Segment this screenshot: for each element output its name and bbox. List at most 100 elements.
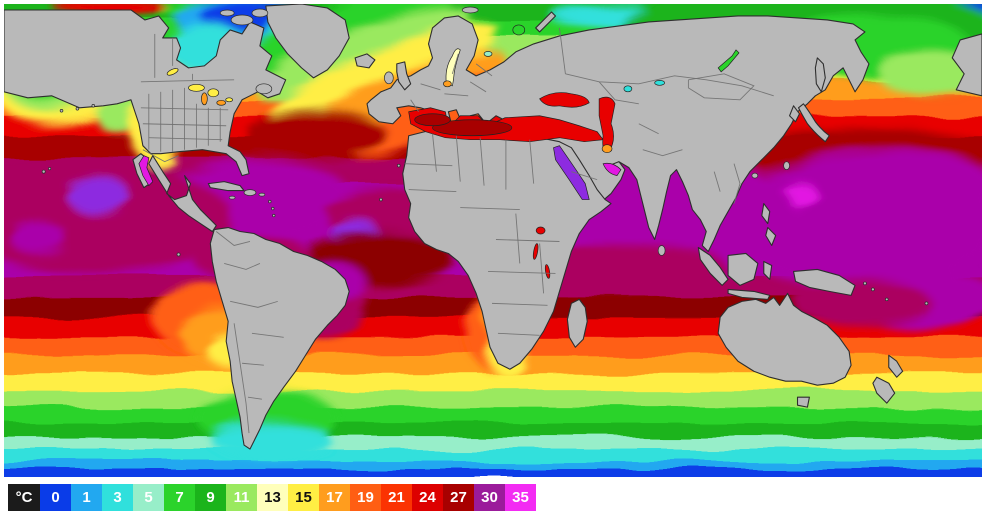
solomon-islands: [863, 281, 867, 286]
gulf-of-california: [138, 155, 154, 187]
landmasses: [4, 4, 982, 450]
sakhalin: [814, 57, 826, 93]
persian-gulf: [602, 162, 622, 177]
hawaii: [48, 167, 52, 171]
inland-seas-and-lakes: [138, 24, 740, 279]
sulawesi: [763, 260, 773, 280]
lake-malawi: [544, 264, 551, 279]
legend-stop-9: 9: [195, 484, 226, 511]
legend-stop-15: 15: [288, 484, 319, 511]
legend-stop-1: 1: [71, 484, 102, 511]
ocean-band-lightGreen: [4, 391, 982, 410]
lake-huron: [207, 88, 220, 98]
ocean-band-green: [4, 423, 982, 440]
lake-ontario: [225, 97, 233, 103]
legend-stop-19: 19: [350, 484, 381, 511]
japan: [797, 103, 830, 143]
lake-michigan: [201, 92, 208, 106]
vanuatu: [885, 297, 889, 302]
legend-stop-5: 5: [133, 484, 164, 511]
islands: [41, 6, 929, 408]
arctic-island: [230, 14, 254, 26]
white-sea: [512, 24, 526, 36]
legend-stop-30: 30: [474, 484, 505, 511]
australia: [717, 292, 852, 386]
solomon-islands: [871, 287, 875, 292]
caspian-sea: [598, 96, 616, 153]
lesser-antilles: [272, 213, 276, 218]
aleutian-islands: [59, 109, 64, 113]
philippines: [765, 226, 777, 247]
hainan: [751, 172, 759, 179]
madagascar: [566, 298, 588, 348]
lesser-antilles: [271, 206, 275, 211]
legend-scale: 0 1 3 5 7 9 11 13 15 17 19 21 24 27 30 35: [40, 484, 536, 511]
legend-stop-21: 21: [381, 484, 412, 511]
puerto-rico: [258, 192, 266, 197]
lake-superior: [188, 83, 205, 92]
legend-unit-label: °C: [8, 484, 40, 511]
baltic-south: [443, 80, 452, 88]
black-sea: [539, 92, 590, 108]
new-zealand-south: [872, 376, 896, 404]
world-sst-map: [4, 4, 982, 477]
korea: [789, 105, 801, 123]
caspian-south: [601, 144, 613, 154]
cuba: [207, 181, 245, 192]
canary-islands: [397, 163, 401, 168]
lesser-antilles: [268, 199, 272, 204]
aral-sea: [623, 85, 633, 93]
ocean-band-blue: [4, 469, 982, 477]
galapagos: [176, 252, 181, 257]
africa: [402, 129, 612, 370]
aleutian-islands: [91, 104, 96, 108]
legend-stop-7: 7: [164, 484, 195, 511]
new-guinea: [792, 268, 856, 296]
new-zealand-north: [888, 354, 904, 378]
ocean-band-aqua: [4, 437, 982, 452]
legend-stop-24: 24: [412, 484, 443, 511]
lake-baikal: [717, 49, 740, 73]
tasmania: [796, 396, 810, 408]
legend-stop-35: 35: [505, 484, 536, 511]
mediterranean-deep: [432, 119, 513, 137]
legend-stop-0: 0: [40, 484, 71, 511]
lake-balkhash: [654, 79, 665, 86]
north-america: [4, 9, 287, 177]
fiji: [924, 301, 929, 306]
temperature-legend: °C 0 1 3 5 7 9 11 13 15 17 19 21 24 27 30 35: [8, 484, 536, 511]
legend-stop-3: 3: [102, 484, 133, 511]
great-britain: [396, 61, 412, 91]
central-america: [148, 155, 217, 233]
svalbard: [461, 6, 479, 14]
ocean-band-cyan: [4, 449, 982, 464]
aleutian-islands: [75, 107, 80, 111]
sumatra: [697, 246, 729, 286]
mediterranean-west: [414, 113, 451, 127]
legend-stop-17: 17: [319, 484, 350, 511]
jamaica: [228, 195, 236, 200]
alaska-east-edge: [951, 33, 982, 97]
hispaniola: [243, 189, 257, 196]
java: [727, 288, 771, 300]
cape-verde: [379, 197, 383, 202]
arctic-island: [251, 8, 269, 18]
lake-winnipeg: [166, 68, 179, 76]
sri-lanka: [657, 245, 666, 256]
lake-ladoga: [483, 51, 493, 57]
lake-erie: [216, 99, 227, 106]
lake-victoria: [535, 226, 546, 235]
greenland: [265, 4, 350, 79]
ocean-band-green2: [4, 407, 982, 426]
red-sea: [553, 145, 590, 200]
ocean-band-azure: [4, 461, 982, 472]
iceland: [354, 53, 376, 69]
ireland: [384, 71, 394, 85]
newfoundland: [255, 83, 273, 95]
philippines: [761, 203, 771, 225]
legend-stop-11: 11: [226, 484, 257, 511]
hawaii: [41, 169, 46, 174]
borneo: [727, 252, 759, 286]
legend-stop-13: 13: [257, 484, 288, 511]
